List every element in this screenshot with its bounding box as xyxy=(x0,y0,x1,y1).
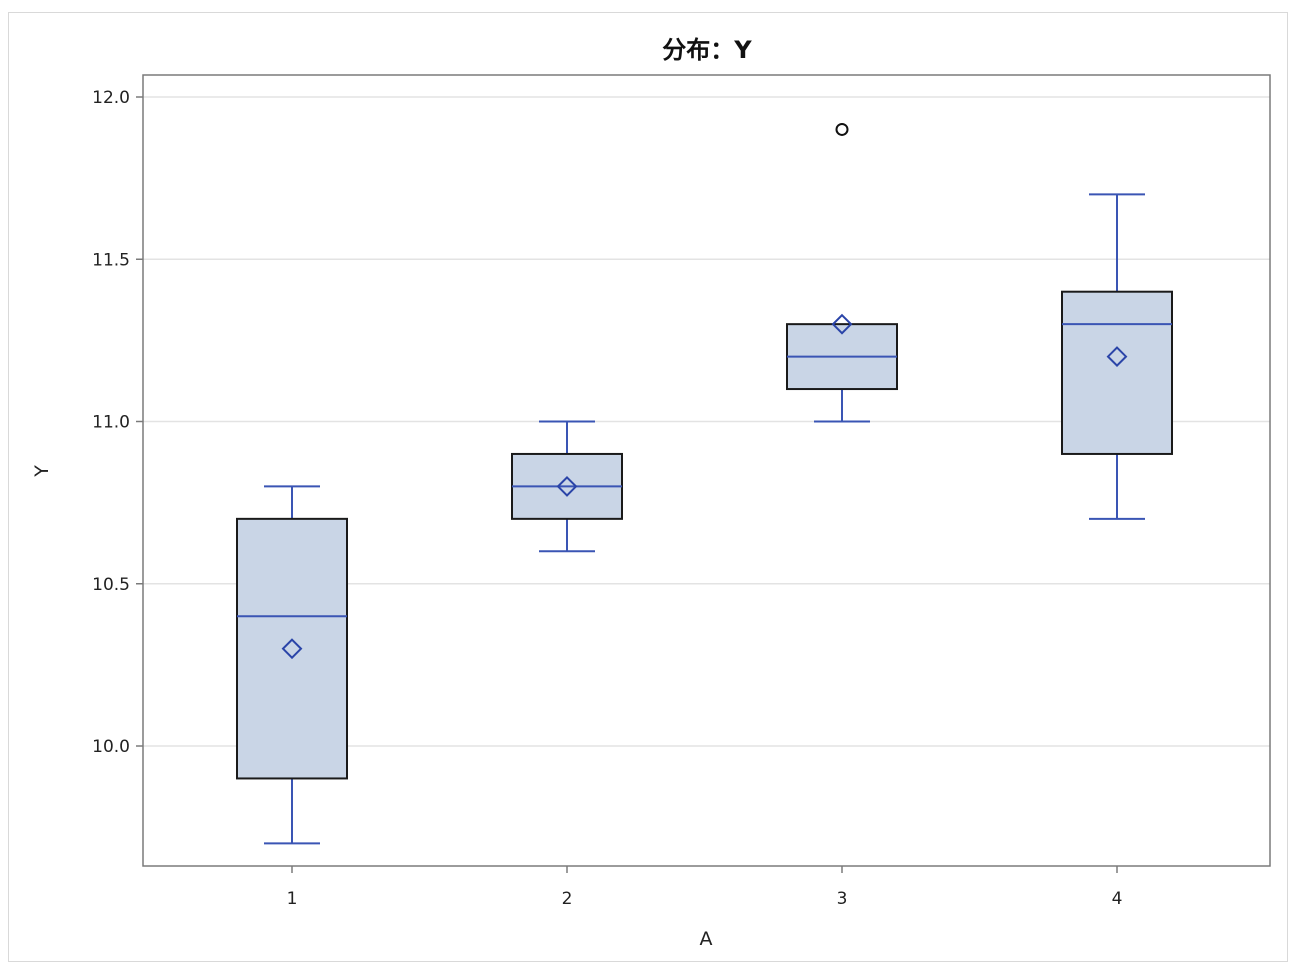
x-tick-label: 4 xyxy=(1112,889,1123,909)
y-tick-label: 12.0 xyxy=(92,88,130,108)
mean-marker xyxy=(556,475,578,497)
iqr-box xyxy=(1061,290,1173,455)
plot-area: 10.0 10.5 11.0 11.5 12.0 1 2 3 4 xyxy=(92,74,1271,909)
y-tick-label: 10.0 xyxy=(92,737,130,757)
mean-marker xyxy=(281,638,303,660)
x-tick-label: 2 xyxy=(562,889,573,909)
y-tick-label: 11.0 xyxy=(92,413,130,433)
chart-title: 分布：Y xyxy=(662,36,752,64)
x-tick-label: 1 xyxy=(287,889,298,909)
chart-frame xyxy=(8,12,1288,962)
y-tick-label: 11.5 xyxy=(92,250,130,270)
x-tick-label: 3 xyxy=(837,889,848,909)
plot-border xyxy=(142,74,1271,867)
y-tick-label: 10.5 xyxy=(92,575,130,595)
mean-marker xyxy=(1106,346,1128,368)
iqr-box xyxy=(236,517,348,780)
outlier-point xyxy=(835,122,849,136)
x-axis-label: A xyxy=(700,928,713,950)
mean-marker xyxy=(831,313,853,335)
y-axis-label: Y xyxy=(31,465,53,478)
